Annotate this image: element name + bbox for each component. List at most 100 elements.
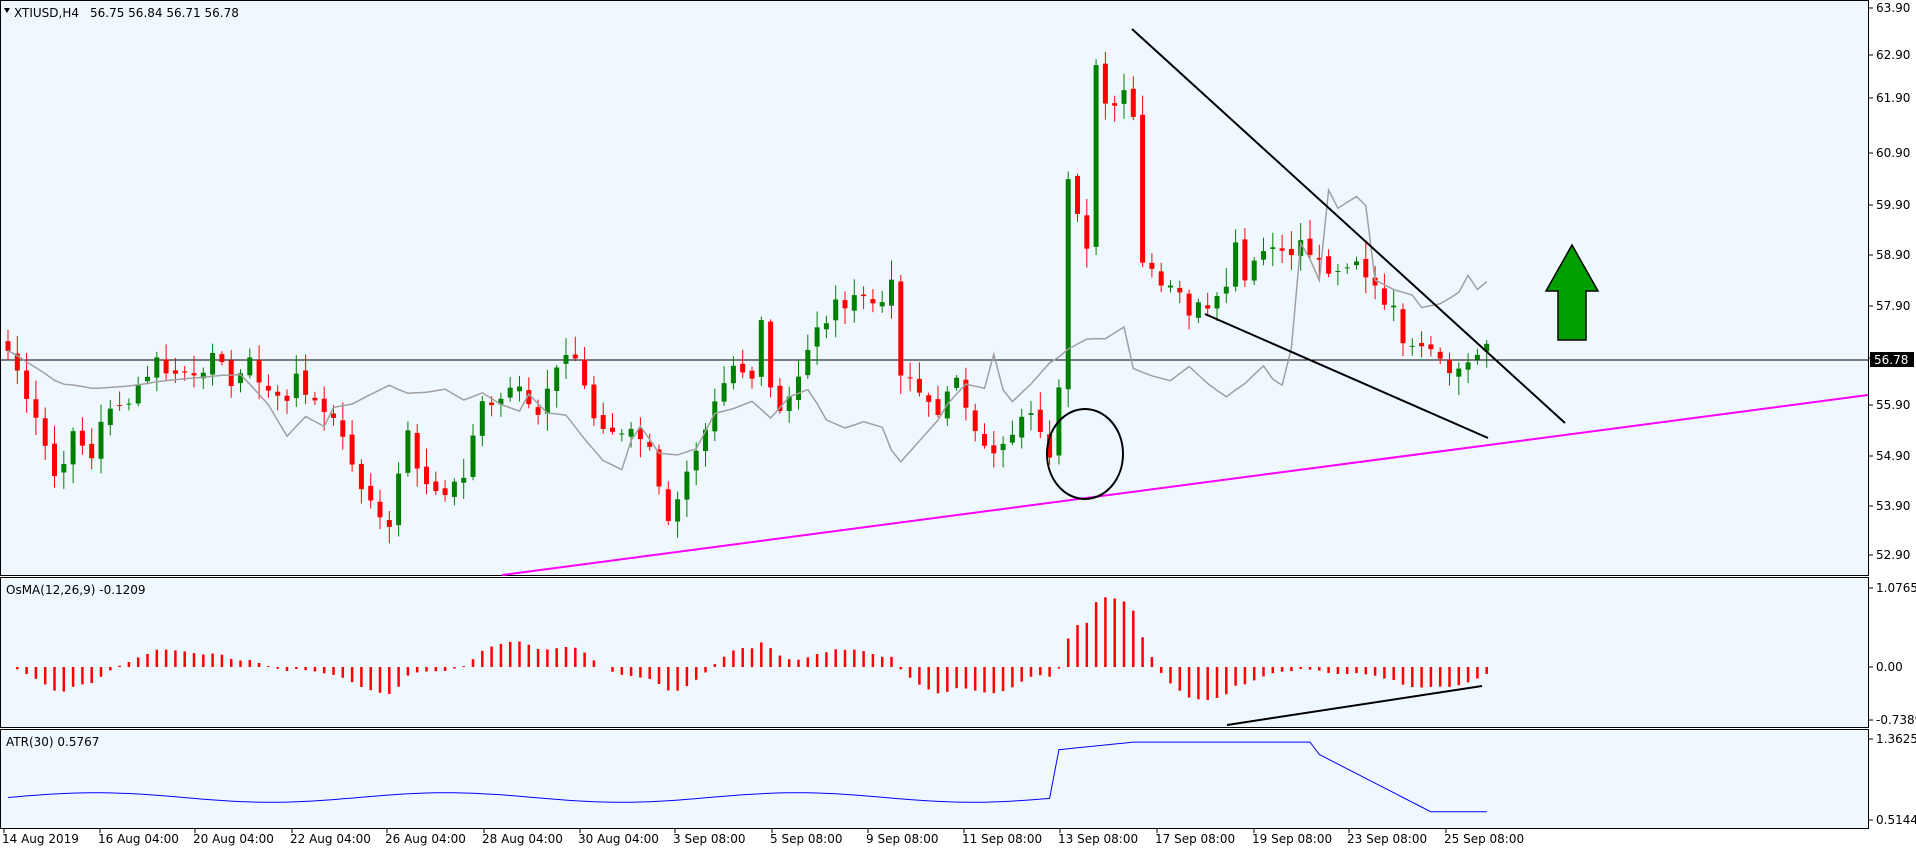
candle-body <box>916 378 922 393</box>
osma-divergence-line[interactable] <box>1226 685 1483 726</box>
candle-body <box>954 377 960 388</box>
candle-body <box>507 387 513 398</box>
candle-body <box>703 429 708 452</box>
time-tick-label: 30 Aug 04:00 <box>578 832 659 846</box>
candle-body <box>442 488 448 496</box>
candle-body <box>1456 368 1462 377</box>
candle-body <box>805 349 811 376</box>
osma-tick-label: -0.7389 <box>1876 713 1916 727</box>
candle-body <box>619 433 625 435</box>
time-tick-label: 11 Sep 08:00 <box>962 832 1042 846</box>
candle-body <box>98 421 104 459</box>
candle-body <box>1400 309 1406 344</box>
candle-body <box>1419 342 1425 347</box>
candle-body <box>405 430 411 473</box>
atr-pane[interactable] <box>0 729 1869 829</box>
osma-tick-label: 1.0765 <box>1876 581 1916 595</box>
candle-body <box>1149 262 1155 269</box>
candle-body <box>1177 287 1183 293</box>
time-tick-label: 28 Aug 04:00 <box>482 832 563 846</box>
candle-body <box>982 434 987 446</box>
candle-body <box>1288 248 1294 256</box>
candle-body <box>963 379 969 408</box>
candle-body <box>879 302 885 307</box>
current-price-label: 56.78 <box>1874 353 1908 367</box>
candle-body <box>349 434 355 465</box>
candle-body <box>526 390 532 405</box>
candle-body <box>721 383 727 402</box>
candle-body <box>796 376 801 400</box>
candle-body <box>1158 271 1164 286</box>
atr-tick-label: 0.5144 <box>1876 813 1916 827</box>
candle-body <box>749 370 755 379</box>
candle-body <box>396 473 402 526</box>
candle-body <box>1344 267 1350 269</box>
candle-body <box>712 401 718 432</box>
candle-body <box>1168 285 1173 288</box>
atr-line <box>7 741 1487 813</box>
time-axis[interactable]: 14 Aug 2019 16 Aug 04:00 20 Aug 04:00 22 Au… <box>2 828 1524 846</box>
osma-pane[interactable] <box>0 577 1869 728</box>
candle-body <box>693 450 699 471</box>
candle-body <box>1205 305 1211 309</box>
candle-body <box>1335 270 1341 272</box>
candle-body <box>1000 443 1006 451</box>
candle-body <box>1326 256 1332 274</box>
candle-body <box>1391 305 1397 308</box>
time-tick-label: 5 Sep 08:00 <box>770 832 842 846</box>
moving-average-line <box>7 187 1488 471</box>
time-tick-label: 14 Aug 2019 <box>2 832 79 846</box>
price-layer <box>0 51 1868 544</box>
osma-layer <box>16 597 1488 701</box>
candle-body <box>647 442 653 447</box>
candle-body <box>1214 295 1220 309</box>
upper-wedge-line[interactable] <box>1131 28 1566 424</box>
candle-body <box>126 403 132 405</box>
candle-body <box>1242 239 1248 281</box>
candle-body <box>1428 344 1434 350</box>
candle-body <box>154 357 160 378</box>
osma-title: OsMA(12,26,9) -0.1209 <box>6 583 146 597</box>
price-tick-label: 62.90 <box>1876 48 1910 62</box>
dropdown-triangle-icon[interactable] <box>4 8 10 13</box>
symbol-timeframe: XTIUSD,H4 <box>14 6 79 20</box>
candle-body <box>898 281 904 376</box>
support-trendline[interactable] <box>501 394 1869 576</box>
candle-body <box>1251 260 1257 281</box>
candle-body <box>377 501 383 518</box>
candle-body <box>1186 293 1192 316</box>
lower-wedge-line[interactable] <box>1204 313 1489 439</box>
candle-body <box>331 413 336 418</box>
candle-body <box>684 471 690 500</box>
candle-body <box>265 385 271 391</box>
candle-body <box>1112 103 1118 106</box>
candle-body <box>117 405 123 407</box>
candle-body <box>321 398 327 412</box>
time-tick-label: 20 Aug 04:00 <box>193 832 274 846</box>
candle-body <box>498 398 504 405</box>
candle-body <box>61 463 67 473</box>
candle-body <box>368 485 374 501</box>
candle-body <box>479 401 485 436</box>
atr-layer <box>7 741 1487 813</box>
atr-tick-label: 1.3625 <box>1876 732 1916 746</box>
candle-body <box>200 372 206 379</box>
candle-body <box>1354 261 1359 266</box>
price-tick-label: 55.90 <box>1876 398 1910 412</box>
candle-body <box>172 370 178 374</box>
candle-body <box>870 299 876 304</box>
candle-body <box>851 295 857 311</box>
candle-body <box>1381 288 1387 305</box>
candle-body <box>284 395 290 401</box>
highlight-circle[interactable] <box>1046 408 1124 500</box>
current-price-badge <box>1870 352 1914 367</box>
candle-body <box>1484 343 1490 352</box>
price-axis[interactable]: 63.9062.9061.9060.9059.9058.9057.9056.90… <box>1868 1 1916 827</box>
atr-title: ATR(30) 0.5767 <box>6 735 99 749</box>
time-tick-label: 3 Sep 08:00 <box>673 832 745 846</box>
time-tick-label: 22 Aug 04:00 <box>290 832 371 846</box>
up-arrow-icon[interactable] <box>1544 243 1600 341</box>
candle-body <box>191 373 197 376</box>
candle-body <box>470 435 476 477</box>
